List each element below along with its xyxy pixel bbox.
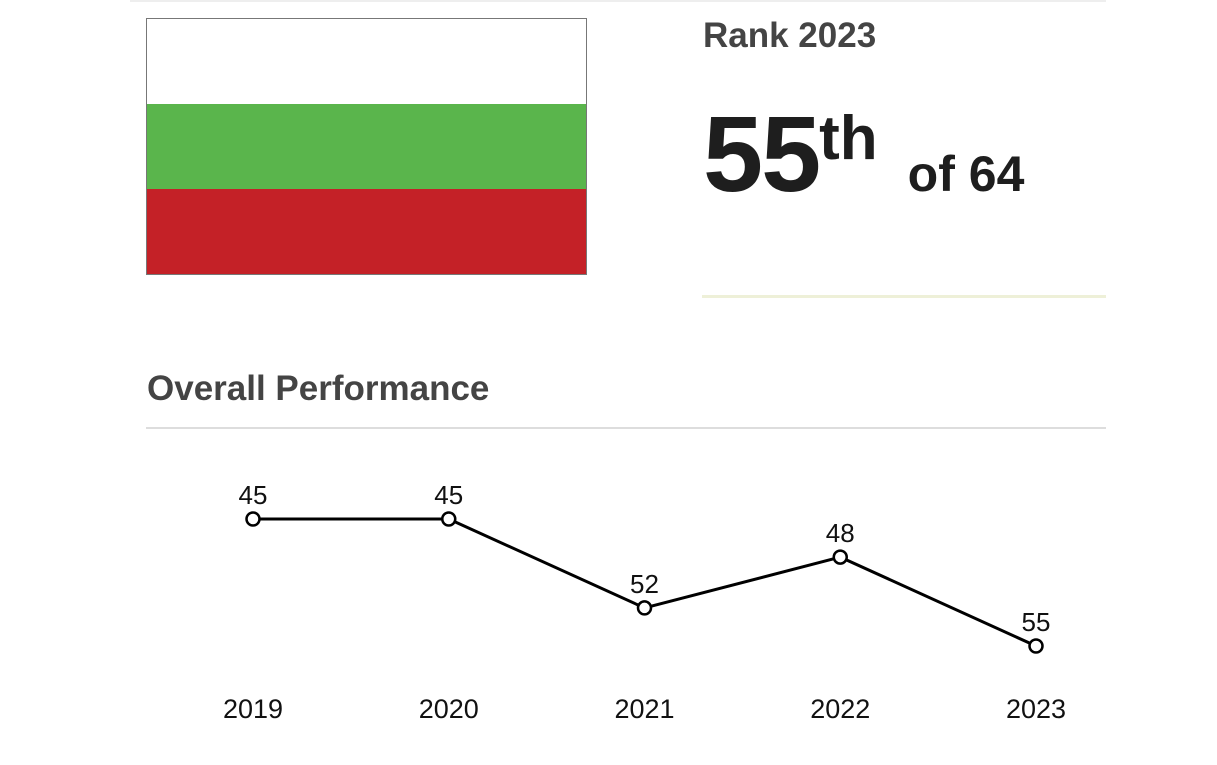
data-label: 55 — [1022, 607, 1051, 637]
data-point — [1028, 638, 1044, 654]
section-divider — [146, 427, 1106, 429]
data-point — [636, 600, 653, 616]
country-flag — [146, 18, 587, 275]
data-point — [245, 511, 261, 527]
x-tick-label: 2023 — [1006, 694, 1066, 724]
flag-stripe-red — [147, 189, 586, 274]
data-label: 52 — [630, 569, 659, 599]
x-tick-label: 2019 — [223, 694, 283, 724]
rank-number: 55 — [703, 93, 821, 214]
rank-total: of 64 — [907, 146, 1025, 202]
data-label: 45 — [239, 480, 268, 510]
rank-ordinal-suffix: th — [819, 104, 878, 173]
data-point — [441, 511, 457, 527]
data-label: 45 — [434, 480, 463, 510]
x-tick-label: 2022 — [810, 694, 870, 724]
data-label: 48 — [826, 518, 855, 548]
flag-stripe-white — [147, 19, 586, 104]
data-point — [832, 549, 848, 565]
rank-value: 55thof 64 — [703, 100, 1024, 208]
x-tick-label: 2020 — [419, 694, 479, 724]
flag-stripe-green — [147, 104, 586, 189]
rank-divider — [702, 295, 1106, 298]
section-title: Overall Performance — [147, 369, 490, 408]
rank-title: Rank 2023 — [703, 16, 877, 55]
top-divider — [130, 0, 1106, 2]
x-tick-label: 2021 — [614, 694, 674, 724]
